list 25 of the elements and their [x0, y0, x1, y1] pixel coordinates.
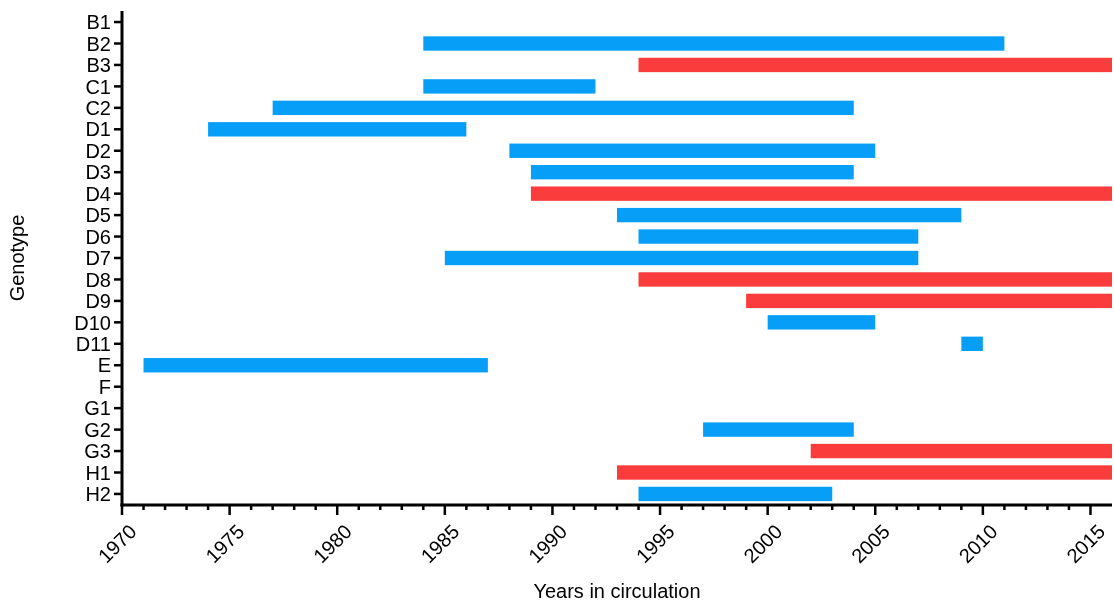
y-tick-label: B2: [86, 32, 111, 55]
y-tick-label: G2: [84, 418, 111, 441]
y-tick-label: H2: [85, 483, 111, 506]
y-tick-label: D9: [85, 290, 111, 313]
y-tick-label: D3: [85, 161, 111, 184]
y-tick-label: D2: [85, 139, 111, 162]
y-tick-label: C2: [85, 97, 111, 120]
y-tick-label: H1: [85, 461, 111, 484]
y-tick-label: G1: [84, 397, 111, 420]
y-axis-title: Genotype: [6, 214, 28, 302]
y-tick-label: D4: [85, 182, 111, 205]
y-tick-label: G3: [84, 440, 111, 463]
y-tick-label: D5: [85, 204, 111, 227]
y-tick-label: E: [97, 354, 111, 377]
x-axis-title: Years in circulation: [533, 580, 701, 602]
y-tick-label: F: [98, 375, 111, 398]
y-tick-label: D1: [85, 118, 111, 141]
y-tick-label: D10: [74, 311, 111, 334]
y-tick-label: C1: [85, 75, 111, 98]
y-tick-label: D7: [85, 247, 111, 270]
y-tick-label: D8: [85, 268, 111, 291]
y-tick-label: B3: [86, 54, 111, 77]
y-tick-label: B1: [86, 11, 111, 34]
y-tick-label: D11: [75, 333, 111, 355]
y-tick-label: D6: [85, 225, 111, 248]
